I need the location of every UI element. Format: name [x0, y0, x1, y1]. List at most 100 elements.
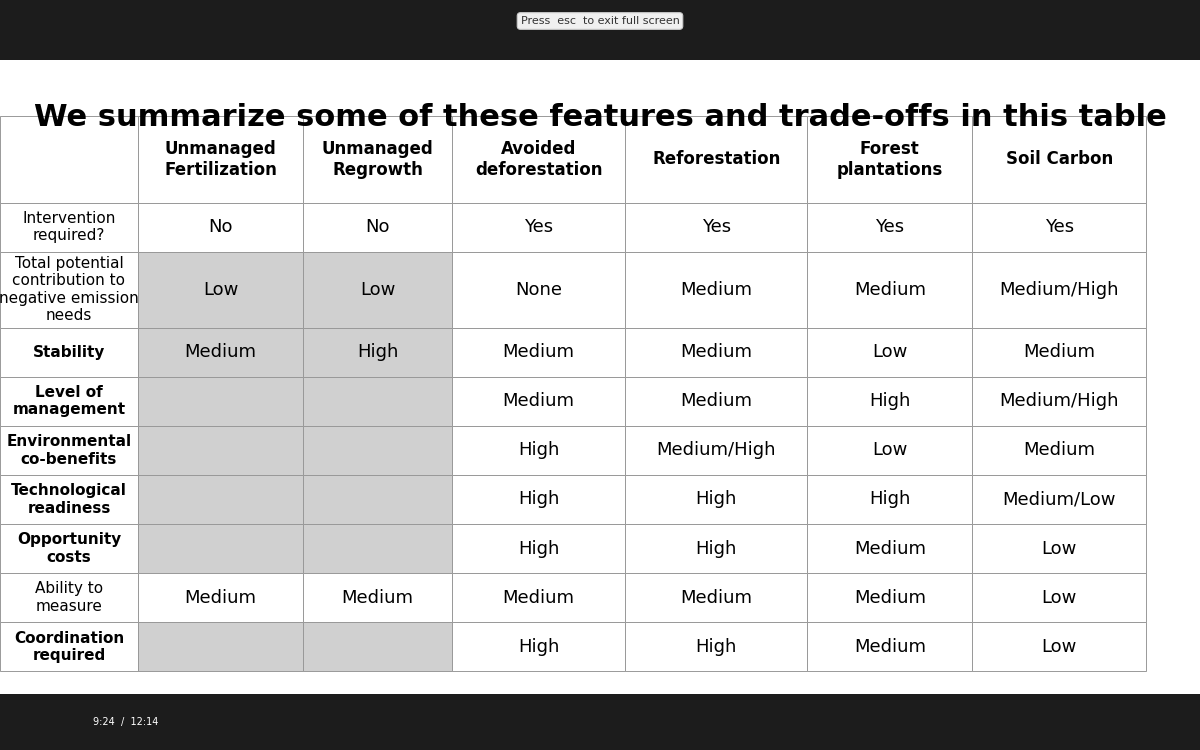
Text: Low: Low	[1042, 589, 1076, 607]
Text: Unmanaged
Fertilization: Unmanaged Fertilization	[164, 140, 277, 178]
Bar	[625, 328, 808, 376]
Text: Medium/High: Medium/High	[656, 441, 776, 459]
Text: High: High	[518, 441, 559, 459]
Text: Medium/High: Medium/High	[1000, 280, 1118, 298]
Text: Press  esc  to exit full screen: Press esc to exit full screen	[521, 16, 679, 26]
Bar	[808, 251, 972, 328]
Text: Medium: Medium	[680, 392, 752, 410]
Bar	[808, 328, 972, 376]
Text: Environmental
co-benefits: Environmental co-benefits	[6, 434, 132, 466]
Bar	[625, 622, 808, 671]
Text: Stability: Stability	[32, 345, 106, 360]
Text: We summarize some of these features and trade-offs in this table: We summarize some of these features and …	[34, 103, 1166, 131]
Text: 9:24  /  12:14: 9:24 / 12:14	[94, 717, 158, 727]
Text: Low: Low	[1042, 539, 1076, 557]
Text: Forest
plantations: Forest plantations	[836, 140, 943, 178]
Bar	[972, 202, 1146, 251]
Bar	[625, 251, 808, 328]
Bar	[452, 251, 625, 328]
Bar	[0, 60, 1200, 694]
Text: High: High	[696, 638, 737, 656]
Text: Medium/High: Medium/High	[1000, 392, 1118, 410]
Text: Medium: Medium	[854, 539, 926, 557]
Text: Ability to
measure: Ability to measure	[35, 581, 103, 614]
Text: Medium: Medium	[503, 392, 575, 410]
Bar	[972, 573, 1146, 622]
Text: Technological
readiness: Technological readiness	[11, 483, 127, 516]
Text: Medium: Medium	[503, 344, 575, 362]
Bar	[452, 622, 625, 671]
Bar	[304, 573, 452, 622]
Bar	[972, 251, 1146, 328]
Text: High: High	[518, 638, 559, 656]
Text: Opportunity
costs: Opportunity costs	[17, 532, 121, 565]
Bar	[304, 328, 452, 376]
Text: Medium: Medium	[680, 589, 752, 607]
Text: High: High	[518, 539, 559, 557]
Text: Yes: Yes	[524, 218, 553, 236]
Text: Low: Low	[203, 280, 239, 298]
Bar	[625, 202, 808, 251]
Text: Low: Low	[872, 344, 907, 362]
Text: High: High	[518, 490, 559, 508]
Text: Avoided
deforestation: Avoided deforestation	[475, 140, 602, 178]
Text: Coordination
required: Coordination required	[14, 631, 124, 663]
Bar	[625, 116, 808, 202]
Text: Medium: Medium	[680, 280, 752, 298]
Bar	[138, 202, 304, 251]
Text: Medium: Medium	[854, 280, 926, 298]
Bar	[972, 524, 1146, 573]
Bar	[452, 573, 625, 622]
Bar	[0, 524, 138, 573]
Text: Medium: Medium	[680, 344, 752, 362]
Text: Medium: Medium	[1024, 441, 1096, 459]
Bar	[625, 524, 808, 573]
Bar	[972, 622, 1146, 671]
Bar	[808, 475, 972, 524]
Text: Medium: Medium	[1024, 344, 1096, 362]
Bar	[972, 328, 1146, 376]
Bar	[452, 524, 625, 573]
Text: Medium: Medium	[185, 344, 257, 362]
Text: Reforestation: Reforestation	[652, 150, 780, 169]
Bar	[452, 426, 625, 475]
Bar	[304, 116, 452, 202]
Bar	[972, 475, 1146, 524]
Text: Yes: Yes	[1045, 218, 1074, 236]
Bar	[0, 328, 138, 376]
Bar	[452, 328, 625, 376]
Bar	[0, 251, 138, 328]
Text: High: High	[696, 539, 737, 557]
Bar	[452, 116, 625, 202]
Text: High: High	[696, 490, 737, 508]
Text: Medium/Low: Medium/Low	[1002, 490, 1116, 508]
Text: Intervention
required?: Intervention required?	[23, 211, 115, 243]
Text: High: High	[869, 490, 911, 508]
Bar	[0, 475, 138, 524]
Text: None: None	[515, 280, 563, 298]
Bar	[808, 524, 972, 573]
Bar	[304, 524, 452, 573]
Bar	[0, 376, 138, 426]
Bar	[138, 376, 304, 426]
Bar	[972, 116, 1146, 202]
Bar	[304, 251, 452, 328]
Text: Total potential
contribution to
negative emission
needs: Total potential contribution to negative…	[0, 256, 139, 323]
Bar	[625, 376, 808, 426]
Bar	[304, 202, 452, 251]
Text: Soil Carbon: Soil Carbon	[1006, 150, 1112, 169]
Text: Yes: Yes	[702, 218, 731, 236]
Text: No: No	[209, 218, 233, 236]
Bar	[138, 328, 304, 376]
Bar	[0, 116, 138, 202]
Bar	[0, 202, 138, 251]
Bar	[304, 426, 452, 475]
Bar	[138, 475, 304, 524]
Text: No: No	[365, 218, 390, 236]
Bar	[625, 426, 808, 475]
Text: High: High	[869, 392, 911, 410]
Text: Medium: Medium	[503, 589, 575, 607]
Bar	[808, 116, 972, 202]
Text: High: High	[356, 344, 398, 362]
Text: Low: Low	[360, 280, 395, 298]
